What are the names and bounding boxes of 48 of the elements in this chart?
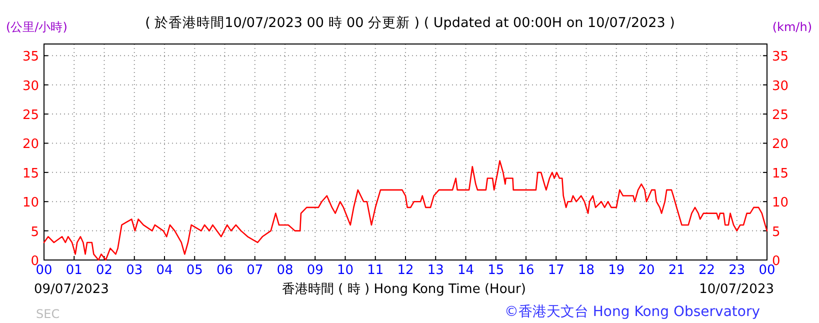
y2-tick-label: 20 — [772, 137, 789, 152]
x-tick-label: 15 — [488, 263, 504, 278]
x-tick-label: 17 — [548, 263, 564, 278]
x-tick-label: 06 — [216, 263, 234, 278]
x-tick-label: 13 — [427, 263, 444, 278]
x-tick-label: 14 — [457, 263, 474, 278]
y-tick-label: 10 — [22, 196, 39, 211]
text: ©香港天文台 Hong Kong Observatory — [504, 304, 760, 320]
y2-tick-label: 15 — [772, 166, 789, 182]
x-tick-label: 19 — [608, 263, 625, 278]
text: 10/07/2023 — [699, 282, 774, 297]
y-tick-label: 25 — [22, 108, 39, 124]
y-tick-label: 20 — [22, 137, 39, 152]
y2-tick-label: 35 — [772, 50, 789, 65]
y2-tick-label: 5 — [772, 224, 780, 240]
y-tick-label: 35 — [22, 50, 39, 65]
y2-tick-label: 30 — [772, 78, 789, 94]
x-tick-label: 05 — [186, 263, 203, 278]
y-tick-label: 30 — [22, 78, 39, 94]
y-tick-label: 15 — [22, 166, 39, 182]
text: 09/07/2023 — [34, 282, 109, 297]
x-tick-label: 09 — [306, 263, 324, 278]
x-axis-title: 香港時間 ( 時 ) Hong Kong Time (Hour) — [282, 282, 526, 297]
x-tick-label: 02 — [96, 263, 113, 278]
x-tick-label: 11 — [367, 263, 384, 278]
text: SEC — [36, 307, 60, 321]
x-tick-label: 20 — [638, 263, 655, 278]
x-tick-label: 18 — [578, 263, 595, 278]
chart-title: ( 於香港時間10/07/2023 00 時 00 分更新 ) ( Updated at 00:00H on 10/07/2023 ) — [145, 15, 675, 31]
x-tick-label: 00 — [758, 263, 776, 278]
x-tick-label: 23 — [728, 263, 746, 278]
y-axis-title: (公里/小時) — [6, 20, 68, 34]
x-tick-label: 08 — [276, 263, 294, 278]
y2-tick-label: 25 — [772, 108, 789, 124]
x-tick-label: 10 — [336, 263, 354, 278]
x-tick-label: 03 — [126, 263, 143, 278]
x-tick-label: 21 — [668, 263, 685, 278]
x-tick-label: 12 — [397, 263, 414, 278]
y2-axis-title: (km/h) — [772, 20, 812, 34]
line-series — [43, 160, 768, 261]
x-tick-label: 04 — [156, 263, 173, 278]
x-tick-label: 16 — [518, 263, 534, 278]
x-tick-label: 01 — [66, 263, 82, 278]
x-tick-label: 22 — [698, 263, 716, 278]
x-tick-label: 00 — [36, 263, 52, 278]
y2-tick-label: 10 — [772, 196, 789, 211]
x-tick-label: 07 — [246, 263, 264, 278]
y-tick-label: 5 — [30, 224, 39, 240]
